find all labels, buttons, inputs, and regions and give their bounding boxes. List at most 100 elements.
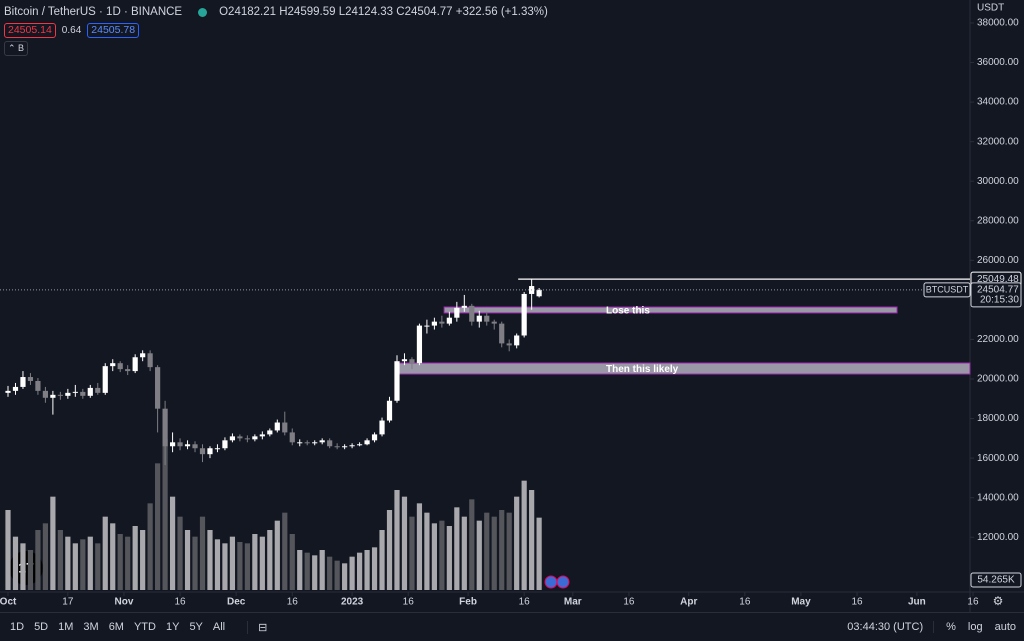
range-button[interactable]: 3M <box>83 621 99 633</box>
x-tick-label: 16 <box>287 597 299 608</box>
indicator-toggle[interactable]: ⌃ B <box>4 40 29 56</box>
volume-bar <box>222 543 228 590</box>
volume-bar <box>371 547 378 590</box>
volume-bar <box>304 552 310 590</box>
volume-bar <box>125 536 131 590</box>
volume-bar <box>334 560 340 590</box>
candle-body <box>454 307 460 318</box>
range-button[interactable]: 5Y <box>189 621 203 633</box>
candle-body <box>35 380 41 391</box>
volume-bar <box>424 512 430 590</box>
volume-bar <box>484 512 490 590</box>
ohlc-value: 24124.33 <box>345 6 394 18</box>
scale-option[interactable]: % <box>946 621 956 633</box>
ohlc-label: O <box>219 6 229 18</box>
x-tick-label: 16 <box>623 597 635 608</box>
candle-body <box>42 390 49 398</box>
y-tick-label: 32000.00 <box>977 136 1019 147</box>
y-tick-label: 26000.00 <box>977 255 1019 266</box>
volume-bar <box>529 490 535 590</box>
volume-bar <box>267 530 273 590</box>
clock[interactable]: 03:44:30 (UTC) <box>847 621 935 633</box>
zone <box>396 362 971 375</box>
x-tick-label: Apr <box>680 597 697 608</box>
range-button[interactable]: 5D <box>34 621 49 633</box>
volume-bar <box>461 516 467 590</box>
volume-bar <box>95 543 101 590</box>
candle-body <box>267 430 273 435</box>
buy-price[interactable]: 24505.78 <box>87 22 140 38</box>
volume-bar <box>491 516 497 590</box>
y-tick-label: 36000.00 <box>977 57 1019 68</box>
volume-bar <box>506 512 512 590</box>
candle-body <box>401 359 408 362</box>
range-button[interactable]: All <box>212 621 226 633</box>
volume-bar <box>72 543 78 590</box>
ohlc: O24182.21 H24599.59 L24124.33 C24504.77 … <box>219 6 548 18</box>
candle-body <box>289 432 295 443</box>
volume-bar <box>431 523 437 590</box>
settings-icon[interactable]: ⚙ <box>993 594 1004 608</box>
header-row: Bitcoin / TetherUS · 1D · BINANCE O24182… <box>4 4 548 20</box>
volume-bar <box>237 542 243 590</box>
candle-body <box>514 335 520 346</box>
last-price-box <box>970 282 1022 308</box>
volume-bar <box>169 496 176 590</box>
scale-option[interactable]: log <box>967 621 983 633</box>
volume-bar <box>454 507 460 590</box>
y-tick-label: 20000.00 <box>977 374 1019 385</box>
candle-body <box>536 289 542 297</box>
range-button[interactable]: 6M <box>108 621 124 633</box>
volume-bar <box>521 480 527 590</box>
candle-body <box>95 387 101 393</box>
candle-body <box>57 394 63 396</box>
candle-body <box>12 386 19 391</box>
candle-body <box>199 448 206 455</box>
candle-body <box>371 434 378 441</box>
volume-bar <box>140 530 146 590</box>
plot-area: Lose this Then this likely <box>5 279 971 590</box>
volume-bar <box>102 516 108 590</box>
volume-bar <box>289 534 295 590</box>
volume-bar <box>379 530 385 590</box>
event-marker[interactable] <box>544 575 558 589</box>
volume-bar <box>207 530 213 590</box>
candle-body <box>27 377 34 381</box>
candle-body <box>207 448 213 455</box>
volume-bar <box>394 490 400 590</box>
zone-label: Lose this <box>606 306 650 317</box>
x-tick-label: Feb <box>459 597 477 608</box>
range-button[interactable]: YTD <box>133 621 156 633</box>
candle-body <box>334 446 340 448</box>
chart: USDT 17 ⚙ 12000.00 14000.00 16000.00 18000.… <box>0 0 1024 612</box>
volume-bar <box>499 510 505 590</box>
y-tick-label: 30000.00 <box>977 176 1019 187</box>
range-button[interactable]: 1D <box>10 621 25 633</box>
symbol-tag: BTCUSDT <box>926 284 969 294</box>
y-tick-label: 22000.00 <box>977 334 1019 345</box>
candle-body <box>147 353 153 368</box>
date-range-icon[interactable]: ⊟ <box>247 620 267 634</box>
range-button[interactable]: 1Y <box>165 621 180 633</box>
volume-bar <box>27 550 34 590</box>
candle-body <box>282 422 288 433</box>
volume-bar <box>327 556 333 590</box>
y-unit: USDT <box>977 3 1004 14</box>
candle-body <box>222 440 228 449</box>
range-button[interactable]: 1M <box>58 621 74 633</box>
ohlc-label: H <box>279 6 288 18</box>
price-label: 25049.48 <box>977 274 1019 285</box>
candle-body <box>80 391 86 396</box>
toolbar: 1D 5D 1M 3M 6M YTD 1Y 5Y All ⊟ 03:44:30 (UTC)% log a… <box>0 612 1024 641</box>
ohlc-label: L <box>338 6 346 18</box>
x-tick-label: Dec <box>227 597 246 608</box>
sell-price[interactable]: 24505.14 <box>4 22 56 38</box>
volume-bar <box>35 530 41 590</box>
volume-bar <box>199 516 206 590</box>
candle-body <box>169 442 176 447</box>
volume-label: 54.265K <box>977 575 1015 586</box>
volume-bar <box>514 496 520 590</box>
scale-option[interactable]: auto <box>994 621 1016 633</box>
candle-body <box>72 391 78 393</box>
event-marker[interactable] <box>556 575 570 589</box>
